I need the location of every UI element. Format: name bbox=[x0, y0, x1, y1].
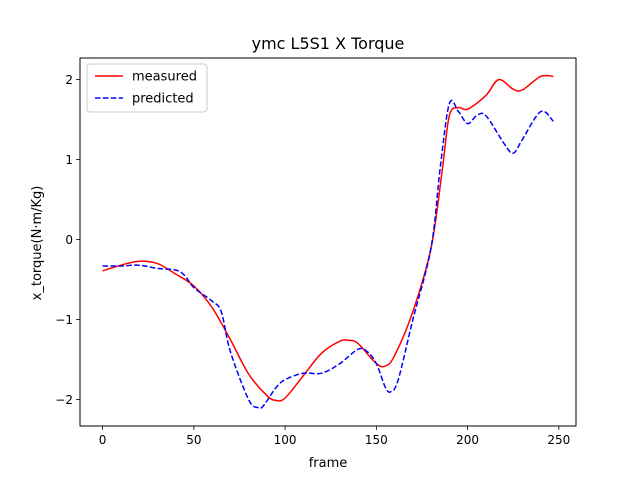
y-tick-label: −1 bbox=[55, 313, 73, 327]
y-tick-label: 1 bbox=[65, 153, 73, 167]
legend-label-predicted: predicted bbox=[132, 92, 194, 107]
series-line-predicted bbox=[102, 99, 554, 410]
x-axis-ticks: 0 50 100 150 200 250 bbox=[99, 426, 570, 447]
y-axis-label: x_torque(N·m/Kg) bbox=[30, 186, 45, 301]
chart-title: ymc L5S1 X Torque bbox=[252, 34, 405, 53]
series-line-measured bbox=[102, 74, 554, 402]
x-tick-label: 0 bbox=[99, 433, 107, 447]
y-tick-label: −2 bbox=[55, 393, 73, 407]
x-axis-label: frame bbox=[309, 456, 348, 471]
y-tick-label: 2 bbox=[65, 73, 73, 87]
x-tick-label: 50 bbox=[186, 433, 201, 447]
x-tick-label: 150 bbox=[365, 433, 388, 447]
x-tick-label: 200 bbox=[456, 433, 479, 447]
plot-series bbox=[102, 74, 554, 410]
y-axis-ticks: −2 −1 0 1 2 bbox=[55, 73, 80, 407]
plot-frame bbox=[79, 57, 577, 427]
legend-label-measured: measured bbox=[132, 70, 197, 85]
legend: measured predicted bbox=[86, 63, 208, 113]
y-tick-label: 0 bbox=[65, 233, 73, 247]
x-tick-label: 250 bbox=[547, 433, 570, 447]
x-tick-label: 100 bbox=[274, 433, 297, 447]
